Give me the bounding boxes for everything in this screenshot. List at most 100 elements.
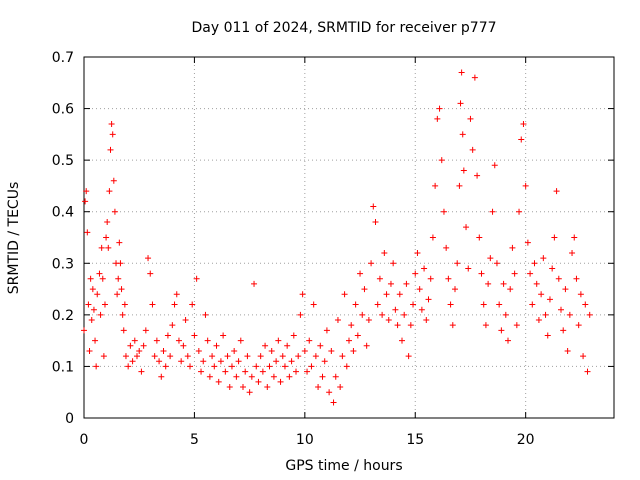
data-point <box>228 363 235 370</box>
data-point <box>463 224 470 231</box>
data-point <box>496 301 503 308</box>
data-point <box>317 342 324 349</box>
y-tick-label: 0.4 <box>52 205 74 221</box>
data-point <box>94 291 101 298</box>
data-point <box>122 353 129 360</box>
data-point <box>485 280 492 287</box>
data-point <box>82 198 89 205</box>
data-point <box>509 244 516 251</box>
data-point <box>255 378 262 385</box>
data-point <box>171 301 178 308</box>
data-point <box>438 157 445 164</box>
data-point <box>471 74 478 81</box>
data-point <box>577 291 584 298</box>
data-point <box>489 208 496 215</box>
data-point <box>412 270 419 277</box>
data-point <box>138 368 145 375</box>
data-point <box>288 358 295 365</box>
data-point <box>169 322 176 329</box>
data-point <box>566 311 573 318</box>
data-point <box>259 368 266 375</box>
data-point <box>323 327 330 334</box>
data-point <box>266 363 273 370</box>
data-point <box>180 342 187 349</box>
data-point <box>100 353 107 360</box>
data-point <box>105 244 112 251</box>
data-point <box>359 311 366 318</box>
data-point <box>268 347 275 354</box>
data-point <box>487 255 494 262</box>
data-point <box>544 332 551 339</box>
data-point <box>500 280 507 287</box>
data-point <box>403 280 410 287</box>
data-point <box>264 384 271 391</box>
data-point <box>339 353 346 360</box>
x-tick-label: 15 <box>406 432 424 448</box>
plot-frame <box>83 56 615 419</box>
data-point <box>173 291 180 298</box>
data-point <box>99 275 106 282</box>
data-point <box>381 249 388 256</box>
x-tick-label: 10 <box>296 432 314 448</box>
data-point <box>87 275 94 282</box>
data-point <box>193 275 200 282</box>
data-point <box>101 301 108 308</box>
data-point <box>418 306 425 313</box>
data-point <box>108 121 115 128</box>
data-point <box>516 208 523 215</box>
data-point <box>129 358 136 365</box>
data-point <box>469 146 476 153</box>
data-point <box>182 317 189 324</box>
data-point <box>206 373 213 380</box>
data-point <box>527 270 534 277</box>
y-tick-label: 0.5 <box>52 153 74 169</box>
y-tick-label: 0.1 <box>52 359 74 375</box>
data-point <box>202 311 209 318</box>
data-point <box>120 327 127 334</box>
data-point <box>222 368 229 375</box>
data-point <box>343 363 350 370</box>
data-point <box>119 311 126 318</box>
data-point <box>505 337 511 344</box>
data-point <box>383 291 390 298</box>
data-point <box>407 322 414 329</box>
data-point <box>352 301 359 308</box>
axis-ticks: 0 5 10 15 20 0 0.1 0.2 0.3 0.4 0.5 0.6 0.7 <box>52 50 614 448</box>
data-point <box>153 337 160 344</box>
x-tick-label: 5 <box>190 432 199 448</box>
data-point <box>478 270 485 277</box>
data-point <box>215 378 222 385</box>
data-point <box>399 337 405 344</box>
data-point <box>334 317 341 324</box>
data-point <box>226 384 233 391</box>
data-point <box>582 301 589 308</box>
data-point <box>502 311 509 318</box>
data-point <box>372 219 379 226</box>
data-point <box>284 342 291 349</box>
data-point <box>90 306 97 313</box>
data-point <box>151 353 158 360</box>
data-point <box>121 301 128 308</box>
data-point <box>584 368 591 375</box>
data-point <box>432 182 439 189</box>
data-point <box>445 275 452 282</box>
data-point <box>235 358 242 365</box>
data-point <box>204 337 211 344</box>
data-point <box>394 322 401 329</box>
x-tick-label: 20 <box>517 432 535 448</box>
data-point <box>542 311 549 318</box>
data-point <box>211 363 218 370</box>
data-point <box>237 337 244 344</box>
data-point <box>114 291 121 298</box>
data-point <box>195 347 202 354</box>
data-point <box>396 291 403 298</box>
data-point <box>410 301 417 308</box>
data-point <box>564 347 571 354</box>
data-point <box>507 286 514 293</box>
data-point <box>187 363 193 370</box>
data-point <box>106 188 113 195</box>
data-point <box>392 306 399 313</box>
data-point <box>493 260 500 267</box>
data-point <box>295 353 302 360</box>
